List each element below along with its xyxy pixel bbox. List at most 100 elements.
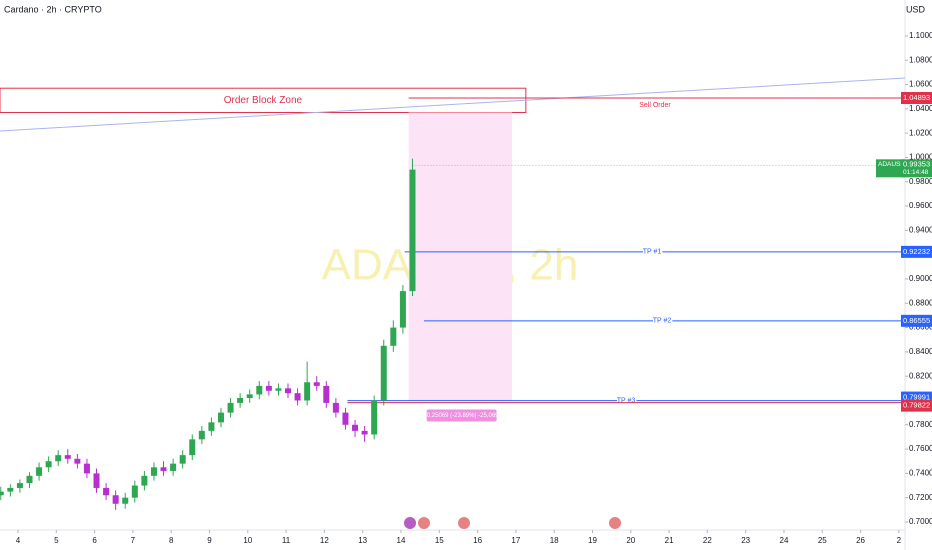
candle-body bbox=[93, 473, 100, 488]
y-tick-label: 1.08000 bbox=[909, 55, 932, 64]
candle-body bbox=[122, 497, 129, 504]
level-price-tag bbox=[901, 399, 932, 412]
candle-body bbox=[294, 393, 301, 401]
chart-title: Cardano · 2h · CRYPTO bbox=[4, 4, 102, 14]
candle-body bbox=[16, 483, 23, 488]
candle-body bbox=[342, 412, 349, 425]
x-tick-label: 19 bbox=[588, 536, 597, 545]
x-tick-label: 8 bbox=[169, 536, 174, 545]
x-tick-label: 16 bbox=[473, 536, 482, 545]
x-tick-label: 12 bbox=[320, 536, 329, 545]
last-price-tag bbox=[876, 159, 905, 178]
candle-body bbox=[323, 385, 330, 403]
x-tick-label: 6 bbox=[92, 536, 97, 545]
trendline bbox=[0, 77, 906, 132]
y-tick-label: 1.06000 bbox=[909, 80, 932, 89]
candle-body bbox=[304, 382, 311, 401]
candle-body bbox=[265, 385, 272, 391]
x-tick-label: 18 bbox=[550, 536, 559, 545]
x-tick-label: 14 bbox=[397, 536, 406, 545]
candle-body bbox=[26, 475, 33, 484]
candle-body bbox=[198, 430, 205, 440]
last-price: 0.99353 bbox=[903, 159, 930, 168]
x-tick-label: 15 bbox=[435, 536, 444, 545]
x-tick-label: 23 bbox=[741, 536, 750, 545]
candle-body bbox=[313, 382, 320, 386]
candle-body bbox=[74, 458, 81, 464]
level-label: TP #1 bbox=[643, 249, 662, 256]
candle-body bbox=[246, 394, 253, 399]
candle-body bbox=[380, 345, 387, 401]
projection-box bbox=[408, 112, 513, 401]
y-tick-label: 0.98000 bbox=[909, 177, 932, 186]
candle-body bbox=[112, 495, 119, 504]
candle-body bbox=[332, 402, 339, 413]
level-price-tag bbox=[901, 314, 932, 327]
candle-body bbox=[371, 400, 378, 435]
x-tick-label: 4 bbox=[16, 536, 21, 545]
x-tick-label: 7 bbox=[131, 536, 136, 545]
candle-body bbox=[179, 455, 186, 464]
candle-body bbox=[390, 327, 397, 346]
candle-body bbox=[141, 475, 148, 486]
candle-body bbox=[409, 169, 416, 292]
x-tick-label: 17 bbox=[511, 536, 520, 545]
last-price-symbol: ADAUSD bbox=[878, 161, 905, 168]
level-price: 1.04893 bbox=[903, 93, 930, 102]
candle-body bbox=[361, 430, 368, 435]
level-price: 0.86555 bbox=[903, 316, 930, 325]
order-block-label: Order Block Zone bbox=[224, 95, 303, 106]
candle-body bbox=[64, 455, 71, 459]
projection-label-bg bbox=[426, 409, 497, 422]
level-label: Sell Order bbox=[639, 102, 671, 109]
y-tick-label: 1.04000 bbox=[909, 104, 932, 113]
y-tick-label: 1.10000 bbox=[909, 31, 932, 40]
countdown: 01:14:48 bbox=[903, 169, 929, 176]
candle-body bbox=[217, 412, 224, 423]
candle-body bbox=[352, 424, 359, 431]
x-tick-label: 26 bbox=[856, 536, 865, 545]
level-price: 0.79991 bbox=[903, 393, 930, 402]
x-tick-label: 21 bbox=[665, 536, 674, 545]
candle-body bbox=[45, 461, 52, 468]
x-tick-label: 11 bbox=[282, 536, 291, 545]
event-icons bbox=[404, 517, 621, 529]
candle-body bbox=[7, 487, 14, 492]
last-price-box bbox=[901, 159, 932, 178]
candle-body bbox=[227, 402, 234, 413]
x-tick-label: 2 bbox=[897, 536, 902, 545]
candle-body bbox=[256, 385, 263, 395]
candle-body bbox=[55, 455, 62, 462]
candle-body bbox=[237, 398, 244, 403]
candle-body bbox=[208, 422, 215, 431]
candle-body bbox=[160, 467, 167, 471]
level-label: TP #3 bbox=[617, 397, 636, 404]
x-tick-label: 24 bbox=[780, 536, 789, 545]
x-tick-label: 13 bbox=[358, 536, 367, 545]
candle-body bbox=[399, 291, 406, 328]
x-tick-label: 20 bbox=[626, 536, 635, 545]
candles bbox=[0, 158, 416, 510]
currency: USD bbox=[906, 4, 926, 14]
x-tick-label: 10 bbox=[243, 536, 252, 545]
candle-body bbox=[189, 439, 196, 456]
x-tick-label: 9 bbox=[207, 536, 212, 545]
candle-body bbox=[103, 487, 110, 496]
x-tick-label: 22 bbox=[703, 536, 712, 545]
candle-body bbox=[170, 463, 177, 471]
level-label: TP #2 bbox=[653, 318, 672, 325]
level-price-tag bbox=[901, 245, 932, 258]
candle-body bbox=[275, 388, 282, 391]
level-price-tag bbox=[901, 92, 932, 105]
y-tick-label: 1.00000 bbox=[909, 153, 932, 162]
